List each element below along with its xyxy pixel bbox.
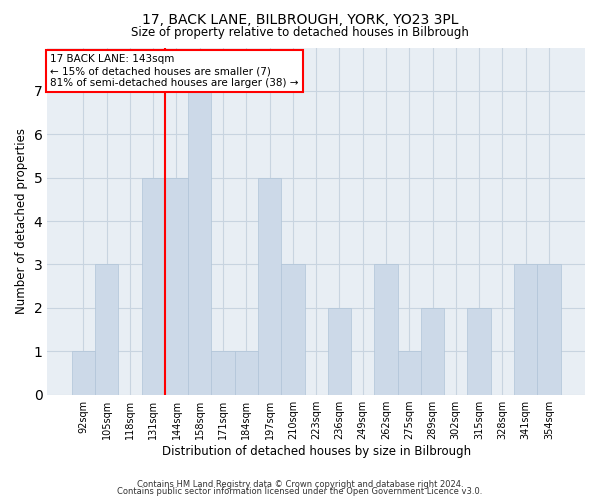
Bar (398, 351, 421, 395)
Bar (211, 351, 235, 395)
Bar (165, 178, 188, 394)
Bar (188, 91, 211, 394)
Text: Contains HM Land Registry data © Crown copyright and database right 2024.: Contains HM Land Registry data © Crown c… (137, 480, 463, 489)
Y-axis label: Number of detached properties: Number of detached properties (15, 128, 28, 314)
Bar (374, 264, 398, 394)
Bar (95, 264, 118, 394)
Bar (72, 351, 95, 395)
Bar (235, 351, 258, 395)
Bar (421, 308, 444, 394)
Text: 17 BACK LANE: 143sqm
← 15% of detached houses are smaller (7)
81% of semi-detach: 17 BACK LANE: 143sqm ← 15% of detached h… (50, 54, 298, 88)
Bar (281, 264, 305, 394)
Bar (514, 264, 537, 394)
Bar (328, 308, 351, 394)
Text: Contains public sector information licensed under the Open Government Licence v3: Contains public sector information licen… (118, 488, 482, 496)
Bar (142, 178, 165, 394)
Bar (537, 264, 560, 394)
Bar (467, 308, 491, 394)
X-axis label: Distribution of detached houses by size in Bilbrough: Distribution of detached houses by size … (161, 444, 471, 458)
Text: 17, BACK LANE, BILBROUGH, YORK, YO23 3PL: 17, BACK LANE, BILBROUGH, YORK, YO23 3PL (142, 12, 458, 26)
Text: Size of property relative to detached houses in Bilbrough: Size of property relative to detached ho… (131, 26, 469, 39)
Bar (258, 178, 281, 394)
